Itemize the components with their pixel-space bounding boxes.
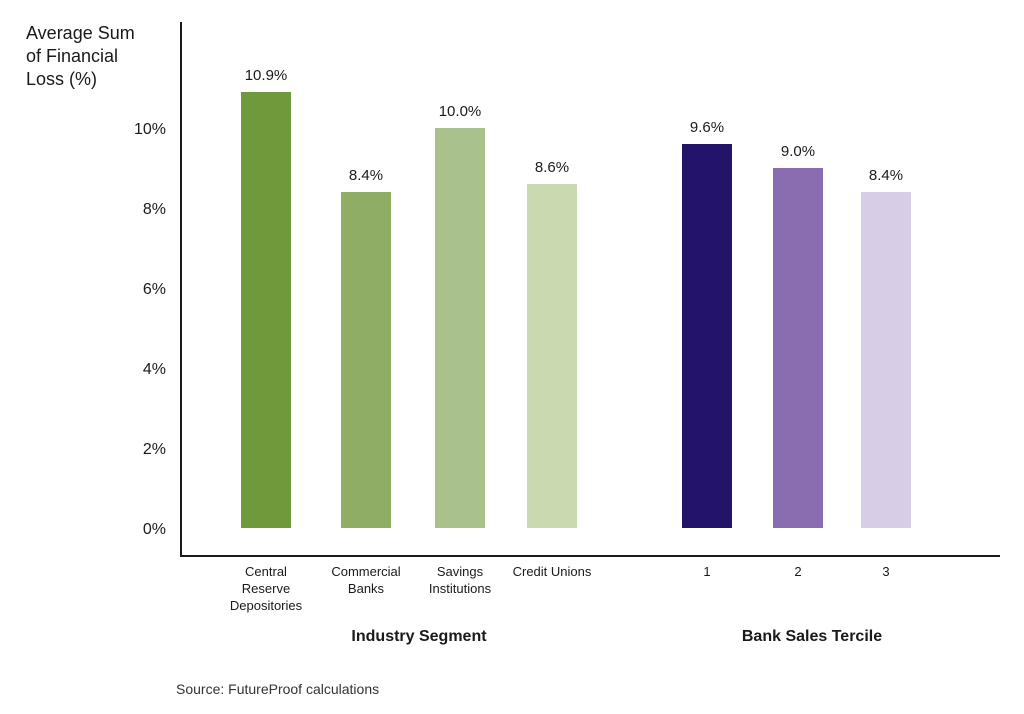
y-tick-label: 4% [143, 361, 166, 378]
category-label: Commercial [331, 564, 400, 579]
data-label: 8.4% [349, 167, 383, 184]
category-label: 2 [794, 564, 801, 579]
data-label: 9.6% [690, 119, 724, 136]
bar [241, 92, 291, 528]
y-tick-label: 10% [134, 121, 166, 138]
data-label: 10.9% [245, 67, 288, 84]
y-tick-labels: 0% 2% 4% 6% 8% 10% [134, 121, 166, 538]
group-label: Industry Segment [351, 628, 487, 645]
y-axis-label-line: Loss (%) [26, 69, 97, 89]
bar [435, 128, 485, 528]
category-label: Central [245, 564, 287, 579]
data-label: 8.4% [869, 167, 903, 184]
y-axis-label-line: Average Sum [26, 23, 135, 43]
data-label: 9.0% [781, 143, 815, 160]
source-note: Source: FutureProof calculations [176, 681, 379, 697]
category-label: 1 [703, 564, 710, 579]
y-tick-label: 6% [143, 281, 166, 298]
category-label: Savings [437, 564, 484, 579]
bars [241, 92, 911, 528]
category-labels: Central Reserve Depositories Commercial Bank… [230, 564, 890, 613]
data-label: 8.6% [535, 159, 569, 176]
bar [527, 184, 577, 528]
category-label: Reserve [242, 581, 290, 596]
y-axis-label: Average Sum of Financial Loss (%) [26, 23, 135, 89]
y-tick-label: 8% [143, 201, 166, 218]
bar [341, 192, 391, 528]
data-label: 10.0% [439, 103, 482, 120]
category-label: Credit Unions [513, 564, 592, 579]
category-label: 3 [882, 564, 889, 579]
bar [682, 144, 732, 528]
bar [861, 192, 911, 528]
category-label: Banks [348, 581, 385, 596]
category-label: Depositories [230, 598, 303, 613]
group-label: Bank Sales Tercile [742, 628, 882, 645]
group-labels: Industry Segment Bank Sales Tercile [351, 628, 882, 645]
y-tick-label: 2% [143, 441, 166, 458]
bar [773, 168, 823, 528]
data-labels: 10.9% 8.4% 10.0% 8.6% 9.6% 9.0% 8.4% [245, 67, 903, 184]
category-label: Institutions [429, 581, 492, 596]
y-axis-label-line: of Financial [26, 46, 118, 66]
y-tick-label: 0% [143, 521, 166, 538]
